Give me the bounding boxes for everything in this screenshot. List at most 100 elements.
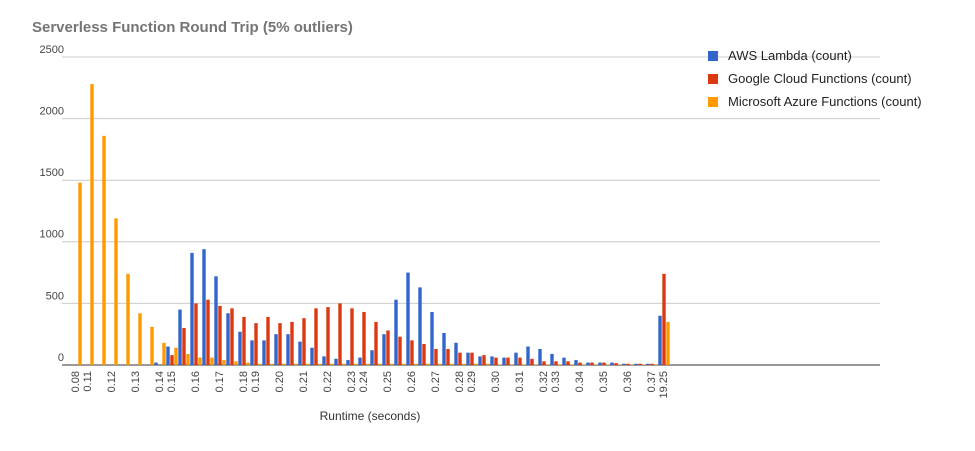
bar — [394, 299, 398, 365]
bar — [182, 328, 186, 365]
bar — [606, 364, 610, 365]
x-tick-label: 0.32 — [538, 371, 550, 392]
bar — [202, 249, 206, 365]
bar — [382, 334, 386, 365]
chart-title: Serverless Function Round Trip (5% outli… — [32, 19, 353, 36]
bar — [622, 363, 626, 365]
bar — [102, 135, 106, 365]
bar — [246, 362, 250, 365]
bar — [326, 307, 330, 365]
bar — [486, 363, 490, 365]
bar — [422, 344, 426, 365]
bar — [446, 348, 450, 365]
y-tick-label: 0 — [58, 352, 64, 364]
bar — [342, 363, 346, 365]
bar — [454, 342, 458, 365]
bar — [286, 334, 290, 365]
bar — [518, 357, 522, 365]
bar — [302, 318, 306, 365]
bar — [658, 315, 662, 365]
bar — [78, 182, 82, 365]
bar — [430, 312, 434, 365]
bar — [530, 358, 534, 365]
x-tick-label: 0.22 — [322, 371, 334, 392]
bar — [654, 364, 658, 365]
bar — [466, 352, 470, 365]
bar — [126, 273, 130, 365]
bar — [322, 356, 326, 365]
bar — [602, 362, 606, 365]
bar — [542, 361, 546, 365]
bar — [362, 312, 366, 365]
bar — [226, 313, 230, 365]
bar — [438, 363, 442, 365]
bar — [174, 347, 178, 365]
bar — [282, 363, 286, 365]
bar — [538, 348, 542, 365]
bar — [150, 326, 154, 365]
bar — [214, 276, 218, 365]
bar — [482, 355, 486, 365]
bar — [586, 362, 590, 365]
y-tick-label: 1000 — [40, 229, 64, 241]
bar — [666, 321, 670, 365]
bar — [254, 323, 258, 365]
bar — [138, 313, 142, 365]
bar — [490, 356, 494, 365]
legend-swatch — [708, 97, 718, 107]
bar — [646, 363, 650, 365]
bar — [218, 305, 222, 365]
bar — [194, 303, 198, 365]
x-tick-label: 0.18 — [238, 371, 250, 392]
x-tick-label: 0.23 — [346, 371, 358, 392]
bar — [550, 353, 554, 365]
x-tick-label: 0.08 — [70, 371, 82, 392]
bar — [450, 363, 454, 365]
bar — [522, 364, 526, 365]
bar — [442, 332, 446, 365]
bar — [162, 342, 166, 365]
bar — [166, 346, 170, 365]
bar — [414, 363, 418, 365]
x-tick-label: 19.25 — [658, 371, 670, 399]
x-tick-label: 0.27 — [430, 371, 442, 392]
x-tick-label: 0.26 — [406, 371, 418, 392]
bar — [390, 363, 394, 365]
bar — [334, 358, 338, 365]
bar — [630, 364, 634, 365]
bar — [462, 363, 466, 365]
bar — [594, 364, 598, 365]
x-tick-label: 0.21 — [298, 371, 310, 392]
bar — [346, 360, 350, 365]
bar — [338, 303, 342, 365]
bar — [170, 355, 174, 365]
x-tick-label: 0.31 — [514, 371, 526, 392]
bar — [190, 252, 194, 365]
bar — [406, 272, 410, 365]
bar — [494, 357, 498, 365]
bar — [526, 346, 530, 365]
bar — [626, 363, 630, 365]
x-tick-label: 0.12 — [106, 371, 118, 392]
bar — [506, 357, 510, 365]
bar — [374, 321, 378, 365]
bar — [598, 362, 602, 365]
bar — [546, 364, 550, 365]
bar — [566, 361, 570, 365]
bar — [578, 362, 582, 365]
x-tick-label: 0.16 — [190, 371, 202, 392]
bar — [458, 352, 462, 365]
x-tick-label: 0.34 — [574, 371, 586, 392]
bar — [210, 357, 214, 365]
bar — [502, 357, 506, 365]
bar — [618, 364, 622, 365]
bar — [534, 364, 538, 365]
x-tick-label: 0.33 — [550, 371, 562, 392]
bar — [274, 334, 278, 365]
bar — [426, 363, 430, 365]
bar — [366, 363, 370, 365]
legend-label: Google Cloud Functions (count) — [728, 71, 912, 86]
x-tick-label: 0.24 — [358, 371, 370, 392]
bar — [554, 361, 558, 365]
bar — [570, 364, 574, 365]
